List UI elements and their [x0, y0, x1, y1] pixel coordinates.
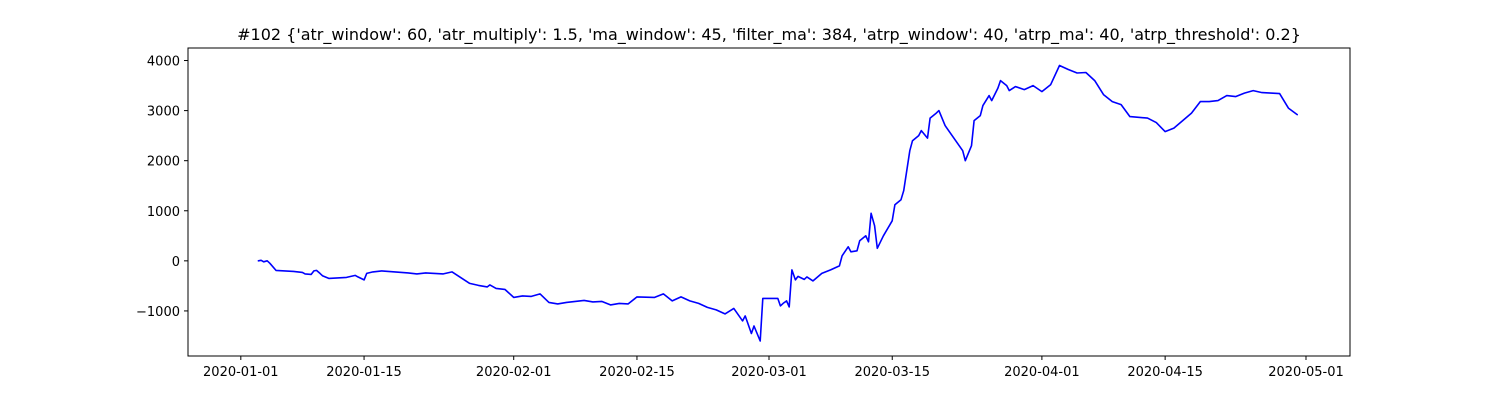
x-tick-label: 2020-03-01: [731, 365, 807, 380]
x-tick-label: 2020-02-15: [599, 365, 675, 380]
y-axis: −1000 0 1000 2000 3000 4000: [136, 55, 188, 320]
series-line: [257, 64, 1298, 342]
y-tick-label: 0: [172, 255, 180, 270]
y-tick-label: 1000: [147, 205, 180, 220]
y-tick-label: 3000: [147, 105, 180, 120]
x-tick-label: 2020-02-01: [476, 365, 552, 380]
x-tick-label: 2020-01-01: [203, 365, 279, 380]
x-tick-label: 2020-04-15: [1127, 365, 1203, 380]
y-tick-label: 2000: [147, 155, 180, 170]
x-axis: 2020-01-01 2020-01-15 2020-02-01 2020-02-15…: [203, 356, 1344, 380]
plot-area: [257, 64, 1298, 342]
x-tick-label: 2020-03-15: [854, 365, 930, 380]
x-tick-label: 2020-01-15: [326, 365, 402, 380]
axes-frame: [187, 47, 1351, 357]
chart-title: #102 {'atr_window': 60, 'atr_multiply': …: [237, 25, 1301, 45]
y-tick-label: −1000: [136, 305, 180, 320]
x-tick-label: 2020-04-01: [1004, 365, 1080, 380]
y-tick-label: 4000: [147, 55, 180, 70]
x-tick-label: 2020-05-01: [1268, 365, 1344, 380]
